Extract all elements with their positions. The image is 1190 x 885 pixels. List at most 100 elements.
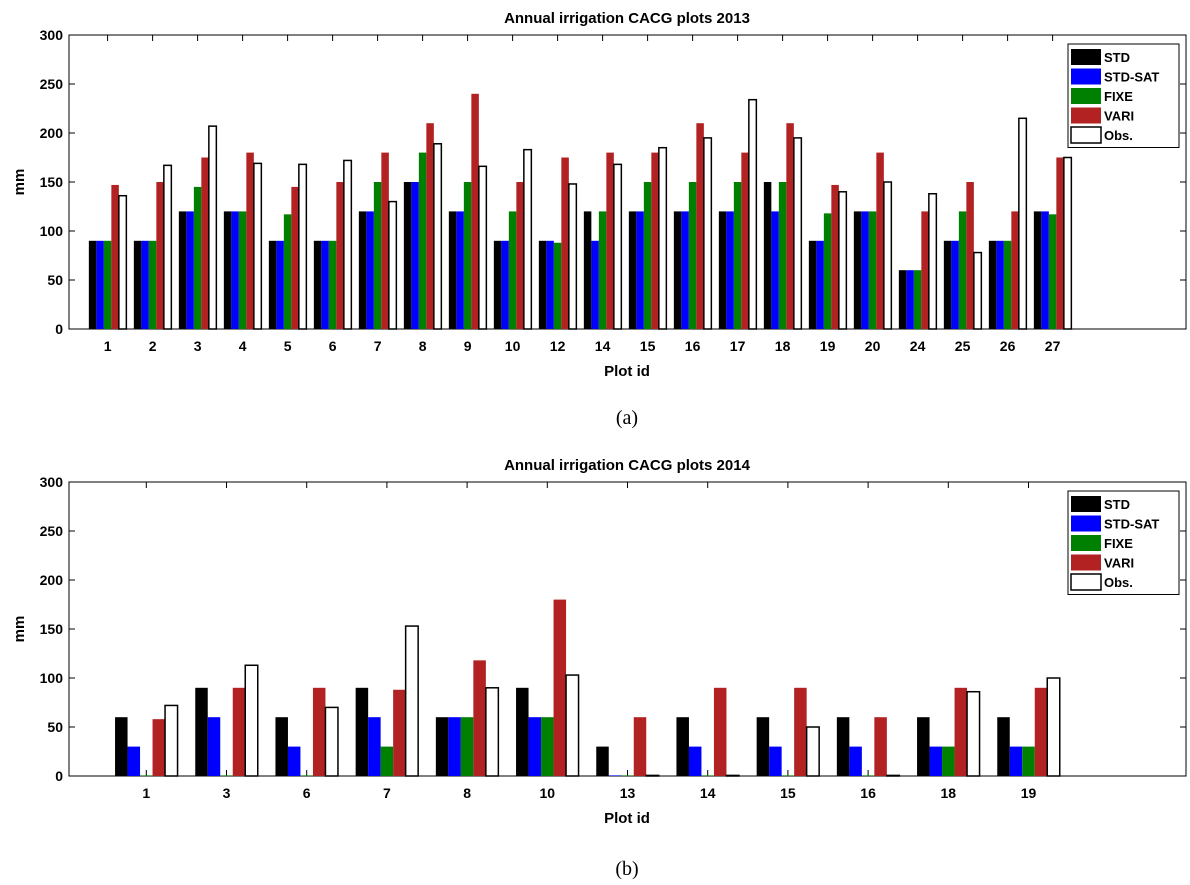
bars-group [115, 599, 1061, 777]
bar-std-plot-16 [836, 717, 850, 776]
bar-obs-plot-7 [404, 625, 419, 777]
bar-std-sat-plot-10 [528, 717, 542, 776]
legend-label: STD-SAT [1104, 517, 1159, 532]
bar-std-sat-plot-9 [456, 211, 464, 329]
bar-fixe-plot-19 [823, 213, 832, 329]
bar-obs-plot-8 [433, 143, 443, 330]
bar-std-plot-7 [355, 687, 369, 776]
y-tick-label: 200 [40, 125, 64, 141]
bar-std-sat-plot-25 [951, 240, 959, 329]
y-tick-label: 300 [40, 27, 64, 43]
bar-std-plot-18 [917, 717, 930, 776]
bar-std-plot-26 [988, 240, 997, 329]
y-tick-label: 100 [40, 223, 64, 239]
bar-obs-plot-18 [966, 690, 981, 777]
x-tick-label: 17 [730, 338, 746, 354]
legend-swatch-std [1071, 49, 1101, 65]
bar-obs-plot-6 [343, 159, 353, 330]
chart-panel-a: Annual irrigation CACG plots 2013 0 50 100… [11, 10, 1187, 429]
legend-label: STD-SAT [1104, 70, 1159, 85]
bar-std-sat-plot-3 [186, 211, 194, 329]
chart-panel-b: Annual irrigation CACG plots 2014 0 50 100… [11, 457, 1187, 880]
y-tick-label: 250 [40, 76, 64, 92]
bar-obs-plot-10 [523, 148, 533, 330]
bar-fixe-plot-3 [193, 186, 202, 329]
bar-obs-plot-16 [886, 774, 901, 777]
bar-fixe-plot-15 [643, 182, 652, 329]
bar-vari-plot-4 [246, 152, 254, 329]
y-tick-label: 300 [40, 474, 64, 490]
legend: STD STD-SAT FIXE VARI Obs. [1067, 43, 1180, 148]
bar-std-sat-plot-8 [411, 182, 419, 329]
bar-std-sat-plot-2 [141, 240, 149, 329]
bar-fixe-plot-16 [861, 775, 875, 776]
legend: STD STD-SAT FIXE VARI Obs. [1067, 490, 1180, 595]
bar-fixe-plot-7 [373, 182, 382, 329]
bar-fixe-plot-26 [1003, 240, 1012, 329]
bar-obs-plot-24 [928, 193, 938, 330]
x-tick-label: 15 [780, 785, 796, 801]
bar-obs-plot-15 [658, 146, 668, 330]
legend-swatch-std-sat [1071, 68, 1101, 85]
bar-fixe-plot-15 [781, 775, 795, 776]
legend-label: STD [1104, 497, 1130, 512]
bar-std-plot-8 [403, 182, 412, 329]
bar-fixe-plot-6 [328, 240, 337, 329]
bar-vari-plot-5 [291, 186, 299, 329]
x-tick-label: 10 [505, 338, 521, 354]
x-tick-label: 27 [1045, 338, 1061, 354]
bar-vari-plot-3 [201, 157, 209, 329]
bar-vari-plot-6 [312, 687, 326, 776]
legend-swatch-fixe [1071, 88, 1101, 104]
bar-fixe-plot-12 [553, 242, 562, 329]
bar-fixe-plot-19 [1022, 746, 1035, 776]
bar-vari-plot-20 [876, 152, 884, 329]
bar-std-sat-plot-14 [688, 746, 702, 776]
bar-vari-plot-14 [606, 152, 614, 329]
bar-fixe-plot-24 [913, 270, 922, 329]
legend-swatch-obs [1070, 126, 1102, 144]
bar-obs-plot-16 [703, 137, 713, 330]
bar-fixe-plot-17 [733, 182, 742, 329]
bar-std-plot-24 [898, 270, 907, 329]
bar-obs-plot-13 [645, 774, 660, 777]
bar-obs-plot-1 [164, 704, 179, 777]
bar-obs-plot-5 [298, 163, 308, 330]
bar-std-plot-14 [676, 717, 689, 776]
bar-std-sat-plot-13 [608, 775, 622, 776]
bar-std-sat-plot-1 [127, 746, 141, 776]
bar-vari-plot-18 [954, 687, 968, 776]
bar-std-sat-plot-14 [591, 240, 599, 329]
y-tick-label: 150 [40, 174, 64, 190]
bar-std-plot-12 [538, 240, 547, 329]
y-tick-label: 100 [40, 670, 64, 686]
bar-std-sat-plot-5 [276, 240, 284, 329]
bar-fixe-plot-16 [688, 182, 697, 329]
bar-vari-plot-14 [713, 687, 727, 776]
bar-obs-plot-19 [1046, 677, 1061, 777]
x-tick-label: 8 [463, 785, 471, 801]
y-tick-label: 0 [55, 321, 63, 337]
bar-std-sat-plot-16 [849, 746, 862, 776]
x-tick-label: 19 [820, 338, 836, 354]
bar-fixe-plot-1 [140, 775, 153, 776]
bar-vari-plot-1 [152, 719, 166, 776]
x-tick-label: 14 [700, 785, 716, 801]
x-axis: 1 2 3 4 5 6 7 8 9 10 12 14 15 16 17 18 19 20 24 25 26 27 [104, 35, 1061, 354]
bar-vari-plot-16 [874, 717, 887, 776]
x-tick-label: 1 [142, 785, 150, 801]
bar-std-sat-plot-3 [207, 717, 221, 776]
legend-label: VARI [1104, 556, 1134, 571]
bar-obs-plot-4 [253, 162, 263, 330]
legend-swatch-vari [1071, 107, 1101, 124]
x-tick-label: 6 [303, 785, 311, 801]
bar-fixe-plot-27 [1048, 214, 1057, 329]
bar-obs-plot-17 [748, 98, 758, 330]
bar-vari-plot-19 [831, 184, 839, 329]
bar-std-sat-plot-18 [929, 746, 943, 776]
bar-std-sat-plot-4 [231, 211, 239, 329]
bar-std-plot-1 [88, 240, 97, 329]
bar-std-plot-2 [133, 240, 142, 329]
bar-std-plot-3 [178, 211, 187, 329]
legend-swatch-fixe [1071, 535, 1101, 551]
